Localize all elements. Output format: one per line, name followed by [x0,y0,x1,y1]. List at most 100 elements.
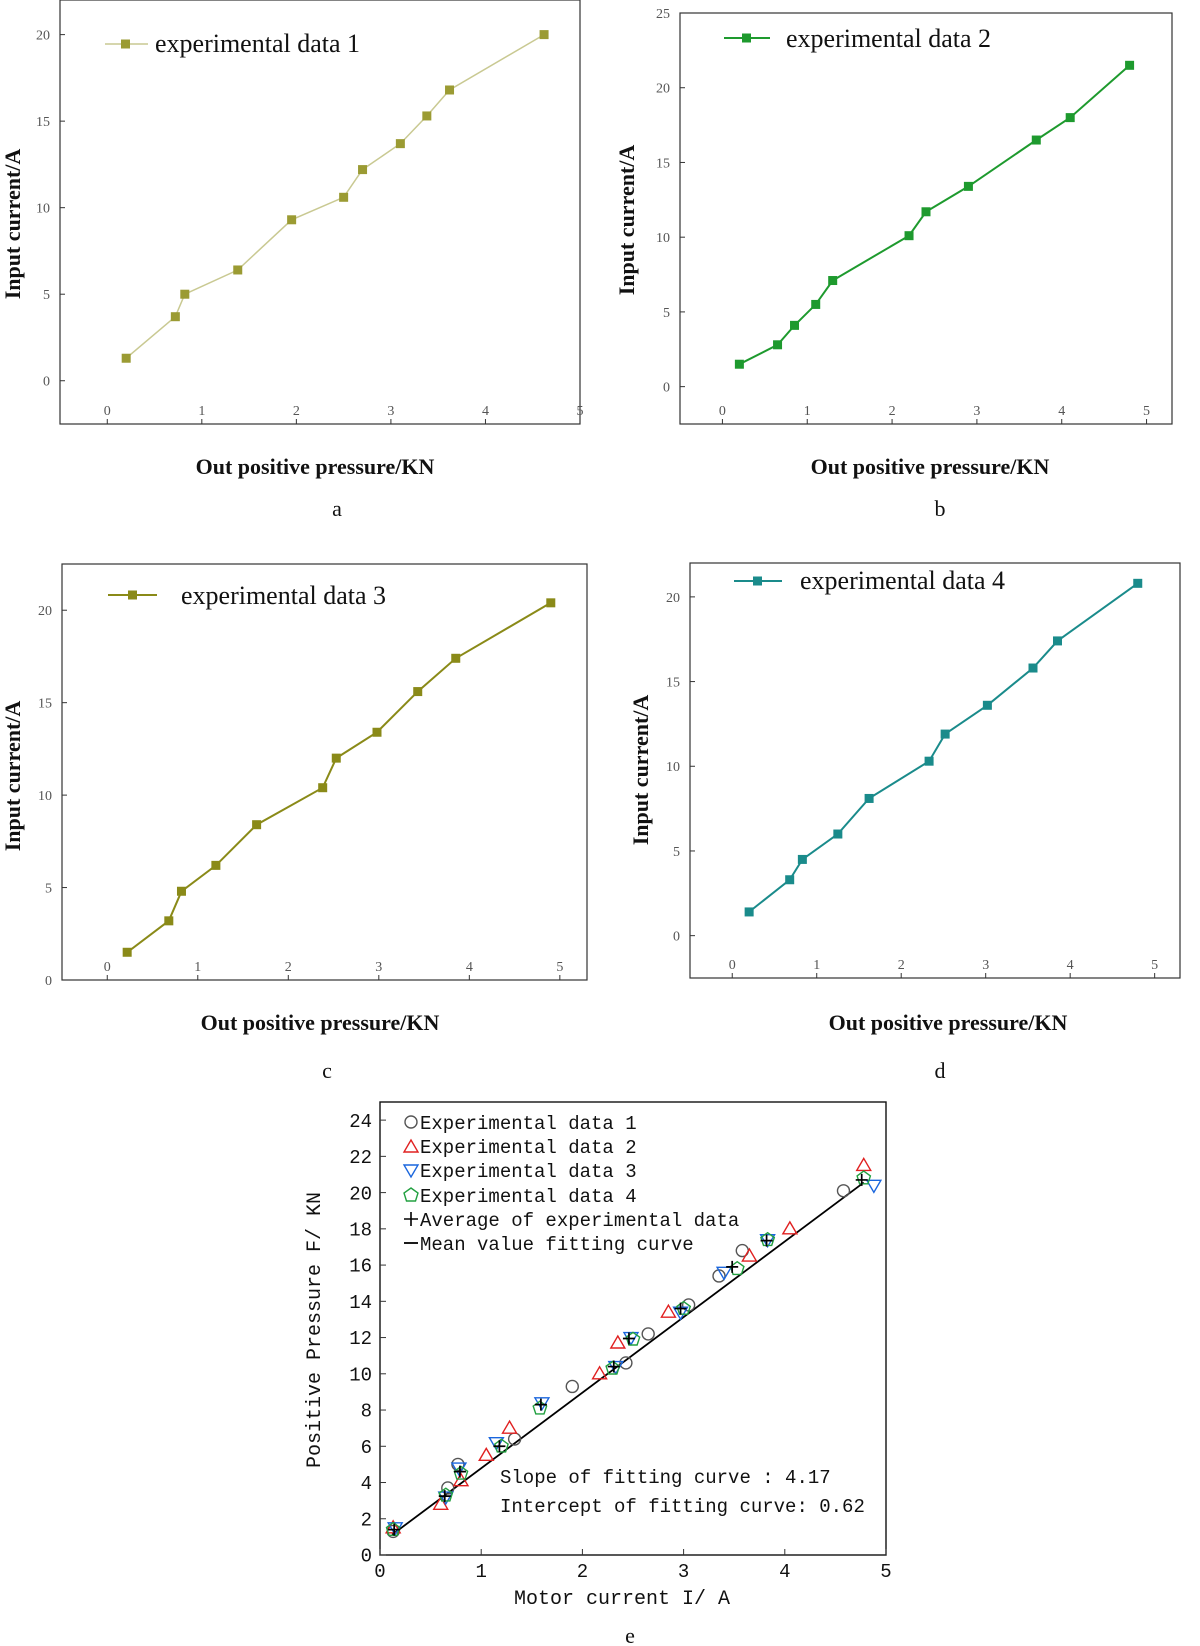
data-point [924,756,934,766]
x-axis-label: Out positive pressure/KN [811,454,1050,479]
y-tick-label: 10 [36,202,50,217]
data-point-plus [534,1398,547,1411]
intercept-annotation: Intercept of fitting curve: 0.62 [500,1496,865,1518]
data-point-circle [451,1457,465,1472]
data-point [422,111,432,121]
data-point-pentagon [856,1170,872,1185]
plot-frame [379,1101,887,1556]
x-tick-label: 4 [482,404,489,419]
data-point-plus [493,1440,506,1453]
legend-marker [128,590,137,600]
data-point [331,753,341,763]
y-tick-label: 10 [666,760,680,775]
x-tick-label: 0 [719,404,726,419]
x-axis-label: Out positive pressure/KN [196,454,435,479]
data-point-triangle-down [437,1491,454,1506]
legend: experimental data 1 [105,29,360,58]
y-tick-label: 5 [43,288,50,303]
legend-label: experimental data 3 [181,581,386,610]
data-point [828,276,838,286]
x-tick-label: 2 [898,958,905,973]
data-point-triangle-up [781,1220,799,1235]
data-point-pentagon [453,1465,469,1480]
x-tick-label: 3 [375,960,382,975]
y-tick-label: 10 [656,231,670,246]
data-point-circle [619,1356,633,1370]
data-point-pentagon [493,1438,509,1453]
data-point-triangle-up [384,1519,402,1534]
x-tick-label: 4 [466,960,473,975]
legend-label: Experimental data 2 [420,1137,637,1159]
legend-label: experimental data 4 [800,566,1005,595]
y-tick-label: 20 [36,29,50,44]
data-point-plus [855,1173,868,1186]
legend-marker-triangle-up [402,1138,420,1153]
data-point-triangle-up [855,1157,872,1172]
y-tick-label: 16 [349,1256,372,1278]
data-point [318,783,328,793]
x-tick-label: 1 [194,960,201,975]
data-point [797,854,807,864]
x-tick-label: 0 [374,1561,385,1583]
x-tick-label: 3 [982,958,989,973]
y-axis-label: Input current/A [0,149,25,300]
x-tick-label: 2 [577,1561,588,1583]
series-line [748,582,1139,913]
legend-label: experimental data 1 [155,29,360,58]
data-point-triangle-up [741,1247,758,1262]
data-point [372,727,382,737]
data-point-pentagon [605,1360,621,1375]
data-point-triangle-up [660,1303,677,1318]
caption-e: e [625,1623,635,1646]
y-tick-label: 15 [36,115,50,130]
legend-label: Mean value fitting curve [420,1234,694,1256]
slope-annotation: Slope of fitting curve : 4.17 [500,1467,831,1489]
y-tick-label: 20 [38,604,52,619]
data-point-triangle-up [432,1495,449,1510]
x-tick-label: 5 [577,404,584,419]
data-point-circle [836,1184,851,1198]
legend-label: Experimental data 1 [420,1113,637,1135]
data-point-pentagon [760,1231,776,1247]
x-tick-label: 5 [880,1561,891,1583]
data-point [121,353,131,363]
data-point [921,207,931,217]
data-point-plus [726,1260,739,1273]
panel-a: 0 1 2 3 4 5 0 5 10 15 20 experimental data 1 Out p… [0,0,584,521]
legend: experimental data 2 [724,24,991,53]
y-tick-label: 22 [349,1147,372,1169]
y-tick-label: 5 [45,881,52,896]
data-point [339,192,349,202]
x-tick-label: 0 [729,958,736,973]
data-point-triangle-up [478,1446,495,1462]
legend-marker [753,576,762,586]
legend-marker-circle [404,1115,418,1129]
y-tick-label: 0 [361,1546,372,1568]
data-point [122,947,132,957]
data-point-triangle-up [501,1419,518,1434]
y-tick-label: 20 [349,1183,372,1205]
y-tick-label: 0 [43,375,50,390]
data-point [233,265,243,275]
legend: Experimental data 1 Experimental data 2 … [402,1113,739,1256]
data-point [744,907,754,917]
data-point [170,312,180,322]
data-point-circle [641,1327,655,1341]
x-tick-label: 1 [804,404,811,419]
x-axis-label: Out positive pressure/KN [201,1010,440,1035]
x-axis-label: Out positive pressure/KN [829,1010,1068,1035]
x-tick-label: 3 [387,404,394,419]
legend-label: Average of experimental data [420,1210,739,1232]
data-point-triangle-up [609,1334,627,1349]
data-point [833,829,843,839]
y-axis-label: Positive Pressure F/ KN [304,1192,327,1468]
data-point [864,793,874,803]
y-axis-label: Input current/A [0,701,25,852]
y-tick-label: 5 [673,845,680,860]
y-tick-label: 20 [666,591,680,606]
x-tick-label: 1 [475,1561,486,1583]
data-point [1053,636,1062,646]
y-tick-label: 0 [663,381,670,396]
x-tick-label: 0 [104,404,111,419]
